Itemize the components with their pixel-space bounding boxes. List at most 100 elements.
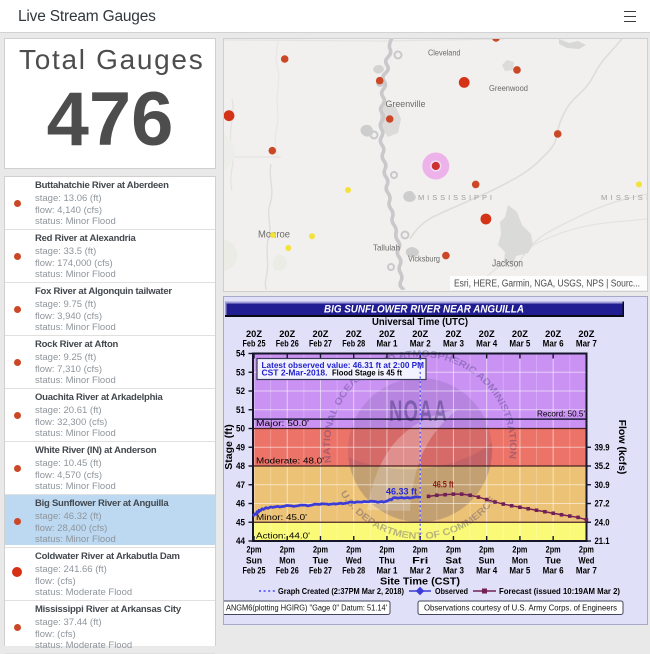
svg-text:Tue: Tue bbox=[545, 556, 561, 567]
svg-text:Mar 1: Mar 1 bbox=[376, 566, 398, 577]
svg-text:46.5 ft: 46.5 ft bbox=[433, 480, 454, 490]
svg-text:Feb 27: Feb 27 bbox=[309, 338, 332, 349]
svg-text:Tallulah: Tallulah bbox=[373, 243, 400, 253]
svg-text:Observed: Observed bbox=[435, 586, 468, 596]
svg-text:53: 53 bbox=[236, 367, 245, 378]
svg-text:Feb 25: Feb 25 bbox=[243, 566, 267, 577]
svg-text:2pm: 2pm bbox=[379, 544, 394, 555]
svg-text:20Z: 20Z bbox=[545, 329, 561, 340]
svg-text:Sun: Sun bbox=[246, 556, 262, 567]
svg-text:Minor: 45.0': Minor: 45.0' bbox=[256, 513, 308, 522]
svg-text:Mar 2: Mar 2 bbox=[410, 338, 431, 349]
svg-text:20Z: 20Z bbox=[346, 329, 362, 340]
svg-text:Greenville: Greenville bbox=[386, 99, 426, 110]
svg-text:Universal Time (UTC): Universal Time (UTC) bbox=[372, 316, 468, 328]
svg-text:24.0: 24.0 bbox=[595, 517, 610, 528]
svg-text:Mar 6: Mar 6 bbox=[543, 566, 564, 577]
svg-text:Graph Created (2:37PM Mar 2, 2: Graph Created (2:37PM Mar 2, 2018) bbox=[278, 586, 404, 596]
svg-text:21.1: 21.1 bbox=[595, 536, 611, 547]
svg-text:Moderate: 48.0': Moderate: 48.0' bbox=[256, 457, 325, 466]
svg-text:Fri: Fri bbox=[412, 556, 428, 567]
svg-text:Flow (kcfs): Flow (kcfs) bbox=[616, 420, 628, 475]
svg-text:44: 44 bbox=[236, 536, 246, 547]
svg-text:48: 48 bbox=[236, 461, 245, 472]
svg-text:54: 54 bbox=[236, 349, 246, 360]
svg-text:20Z: 20Z bbox=[578, 329, 594, 340]
svg-text:20Z: 20Z bbox=[445, 329, 461, 340]
svg-text:Esri, HERE, Garmin, NGA, USGS,: Esri, HERE, Garmin, NGA, USGS, NPS | Sou… bbox=[454, 279, 640, 290]
svg-text:Mar 3: Mar 3 bbox=[443, 338, 464, 349]
svg-text:20Z: 20Z bbox=[379, 329, 395, 340]
svg-text:Mar 7: Mar 7 bbox=[576, 338, 597, 349]
svg-text:45: 45 bbox=[236, 517, 246, 528]
svg-text:BIG SUNFLOWER RIVER NEAR ANGUI: BIG SUNFLOWER RIVER NEAR ANGUILLA bbox=[324, 304, 524, 316]
svg-text:2pm: 2pm bbox=[446, 544, 461, 555]
svg-text:2pm: 2pm bbox=[479, 544, 494, 555]
svg-text:46: 46 bbox=[236, 499, 245, 510]
svg-text:2pm: 2pm bbox=[579, 544, 594, 555]
svg-text:Feb 28: Feb 28 bbox=[342, 566, 365, 577]
svg-text:Mar 2: Mar 2 bbox=[410, 566, 431, 577]
svg-text:49: 49 bbox=[236, 442, 245, 453]
svg-text:Site Time (CST): Site Time (CST) bbox=[380, 576, 460, 588]
svg-text:20Z: 20Z bbox=[479, 329, 495, 340]
svg-text:Major: 50.0': Major: 50.0' bbox=[256, 419, 310, 428]
svg-text:Mon: Mon bbox=[512, 556, 528, 567]
svg-text:2pm: 2pm bbox=[247, 544, 262, 555]
svg-text:Record: 50.5': Record: 50.5' bbox=[537, 410, 585, 419]
svg-text:52: 52 bbox=[236, 386, 245, 397]
svg-text:2pm: 2pm bbox=[346, 544, 361, 555]
svg-text:Mar 6: Mar 6 bbox=[543, 338, 564, 349]
svg-text:Thu: Thu bbox=[379, 556, 395, 567]
svg-text:20Z: 20Z bbox=[279, 329, 295, 340]
svg-text:Latest observed value: 46.31 f: Latest observed value: 46.31 ft at 2:00 … bbox=[262, 361, 425, 370]
svg-text:Wed: Wed bbox=[346, 556, 362, 567]
svg-text:Stage (ft): Stage (ft) bbox=[224, 424, 235, 470]
svg-text:30.9: 30.9 bbox=[595, 480, 610, 491]
svg-text:2pm: 2pm bbox=[313, 544, 328, 555]
svg-text:MISSISSIPP: MISSISSIPP bbox=[601, 193, 647, 202]
svg-text:35.2: 35.2 bbox=[595, 461, 610, 472]
svg-text:Feb 26: Feb 26 bbox=[276, 338, 299, 349]
svg-text:51: 51 bbox=[236, 405, 246, 416]
svg-text:ANGM6(plotting HGIRG) "Gage 0": ANGM6(plotting HGIRG) "Gage 0" Datum: 51… bbox=[226, 603, 387, 613]
svg-text:Mar 4: Mar 4 bbox=[476, 338, 498, 349]
svg-text:2pm: 2pm bbox=[280, 544, 295, 555]
svg-text:Observations courtesy of U.S.: Observations courtesy of U.S. Army Corps… bbox=[424, 603, 617, 613]
svg-text:Cleveland: Cleveland bbox=[428, 48, 461, 57]
svg-text:Mar 1: Mar 1 bbox=[376, 338, 398, 349]
svg-text:Mar 3: Mar 3 bbox=[443, 566, 464, 577]
svg-text:Flood Stage is 45 ft: Flood Stage is 45 ft bbox=[332, 368, 402, 377]
svg-text:MISSISSIPPI: MISSISSIPPI bbox=[418, 193, 492, 202]
svg-text:50: 50 bbox=[236, 424, 245, 435]
svg-text:Sat: Sat bbox=[445, 556, 462, 567]
svg-text:NOAA: NOAA bbox=[389, 395, 448, 428]
svg-text:20Z: 20Z bbox=[312, 329, 328, 340]
svg-text:20Z: 20Z bbox=[512, 329, 528, 340]
svg-text:Feb 28: Feb 28 bbox=[342, 338, 365, 349]
svg-text:Jackson: Jackson bbox=[492, 259, 523, 270]
svg-text:39.9: 39.9 bbox=[595, 442, 610, 453]
svg-text:Feb 25: Feb 25 bbox=[243, 338, 267, 349]
svg-text:Mar 4: Mar 4 bbox=[476, 566, 498, 577]
svg-text:Feb 26: Feb 26 bbox=[276, 566, 299, 577]
svg-text:Mar 5: Mar 5 bbox=[509, 566, 531, 577]
svg-text:Tue: Tue bbox=[312, 556, 328, 567]
svg-text:20Z: 20Z bbox=[412, 329, 428, 340]
svg-text:20Z: 20Z bbox=[246, 329, 262, 340]
svg-text:Mar 7: Mar 7 bbox=[576, 566, 597, 577]
svg-text:CST 2-Mar-2018.: CST 2-Mar-2018. bbox=[262, 368, 328, 377]
svg-text:Greenwood: Greenwood bbox=[489, 83, 528, 93]
svg-text:27.2: 27.2 bbox=[595, 499, 610, 510]
svg-text:Forecast (issued 10:19AM Mar 2: Forecast (issued 10:19AM Mar 2) bbox=[499, 586, 620, 596]
svg-text:47: 47 bbox=[236, 480, 245, 491]
svg-text:Wed: Wed bbox=[578, 556, 594, 567]
svg-text:2pm: 2pm bbox=[413, 544, 428, 555]
svg-text:Action: 44.0': Action: 44.0' bbox=[256, 532, 311, 541]
svg-text:Sun: Sun bbox=[479, 556, 495, 567]
svg-text:Mon: Mon bbox=[279, 556, 295, 567]
svg-text:Mar 5: Mar 5 bbox=[509, 338, 531, 349]
svg-text:2pm: 2pm bbox=[546, 544, 561, 555]
svg-text:2pm: 2pm bbox=[512, 544, 527, 555]
svg-text:Vicksburg: Vicksburg bbox=[408, 254, 440, 264]
